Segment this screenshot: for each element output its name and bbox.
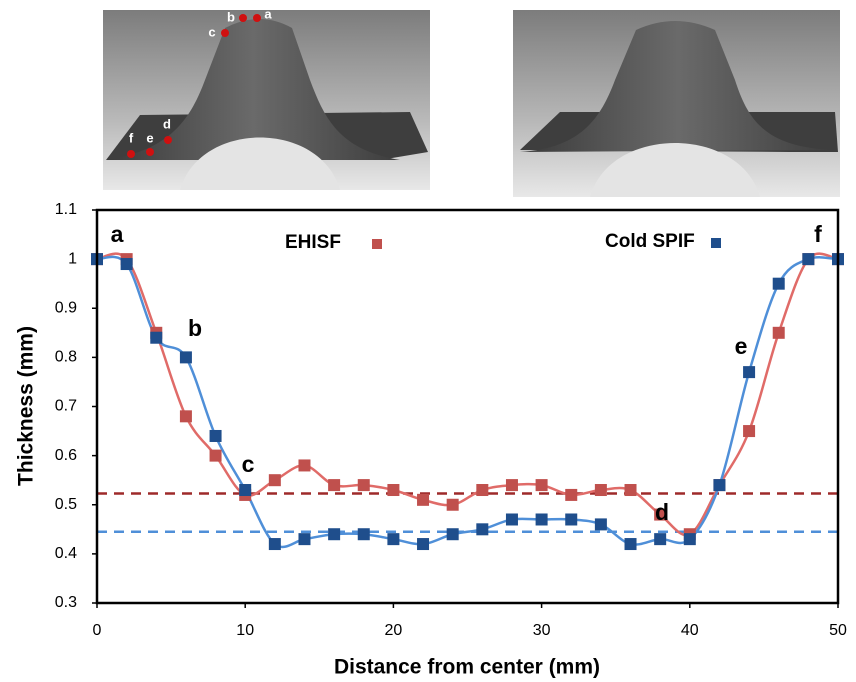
marker: [209, 429, 222, 442]
y-tick-label: 0.6: [55, 447, 77, 464]
photo-cold-spif: [513, 10, 840, 197]
photo-ehisf: [103, 10, 430, 190]
marker: [476, 523, 489, 536]
photo-label: c: [208, 24, 215, 39]
marker: [446, 498, 459, 511]
marker: [446, 528, 459, 541]
annotation: e: [735, 333, 748, 359]
marker: [683, 533, 696, 546]
annotation: f: [814, 221, 822, 247]
y-tick-label: 1.1: [55, 201, 77, 218]
photo-label: f: [129, 130, 134, 145]
marker: [505, 479, 518, 492]
marker: [417, 493, 430, 506]
marker: [387, 484, 400, 497]
y-tick-label: 0.5: [55, 496, 77, 513]
photo-label: b: [227, 9, 235, 24]
marker: [624, 538, 637, 551]
y-tick-label: 0.7: [55, 398, 77, 415]
plot-frame: [95, 208, 840, 605]
marker: [565, 488, 578, 501]
legend-label: Cold SPIF: [605, 231, 695, 252]
x-tick-label: 30: [533, 622, 551, 639]
marker: [772, 277, 785, 290]
x-tick-label: 10: [236, 622, 254, 639]
marker: [743, 366, 756, 379]
marker: [743, 425, 756, 438]
marker: [772, 326, 785, 339]
marker: [150, 331, 163, 344]
annotation: c: [242, 451, 255, 477]
annotation: a: [111, 221, 124, 247]
marker: [328, 479, 341, 492]
y-axis-title: Thickness (mm): [15, 326, 38, 486]
x-tick-label: 0: [93, 622, 102, 639]
marker: [387, 533, 400, 546]
series-line: [96, 255, 839, 549]
marker: [268, 538, 281, 551]
legend-marker: [372, 239, 382, 249]
x-tick-label: 20: [385, 622, 403, 639]
x-axis-title: Distance from center (mm): [334, 656, 600, 679]
marker: [535, 479, 548, 492]
marker: [298, 533, 311, 546]
marker: [535, 513, 548, 526]
annotation: b: [188, 315, 202, 341]
annotation: d: [655, 499, 669, 525]
marker: [417, 538, 430, 551]
marker: [654, 508, 667, 521]
y-tick-label: 0.9: [55, 299, 77, 316]
marker: [328, 528, 341, 541]
marker: [120, 258, 133, 271]
marker: [179, 351, 192, 364]
marker: [239, 484, 252, 497]
marker: [268, 474, 281, 487]
marker: [565, 513, 578, 526]
photo-label: a: [264, 6, 272, 21]
y-tick-label: 1: [68, 250, 77, 267]
marker: [179, 410, 192, 423]
marker: [624, 484, 637, 497]
marker: [713, 479, 726, 492]
marker: [654, 533, 667, 546]
x-tick-label: 40: [681, 622, 699, 639]
photo-label: d: [163, 116, 171, 131]
marker: [594, 484, 607, 497]
marker: [357, 479, 370, 492]
y-tick-label: 0.3: [55, 594, 77, 611]
marker: [298, 459, 311, 472]
marker: [505, 513, 518, 526]
y-tick-label: 0.4: [55, 545, 77, 562]
legend-marker: [711, 238, 721, 248]
marker: [357, 528, 370, 541]
marker: [476, 484, 489, 497]
marker: [802, 253, 815, 266]
x-tick-label: 50: [829, 622, 847, 639]
marker: [209, 449, 222, 462]
legend-label: EHISF: [285, 232, 341, 253]
photo-label: e: [146, 130, 153, 145]
marker: [594, 518, 607, 531]
y-tick-label: 0.8: [55, 349, 77, 366]
